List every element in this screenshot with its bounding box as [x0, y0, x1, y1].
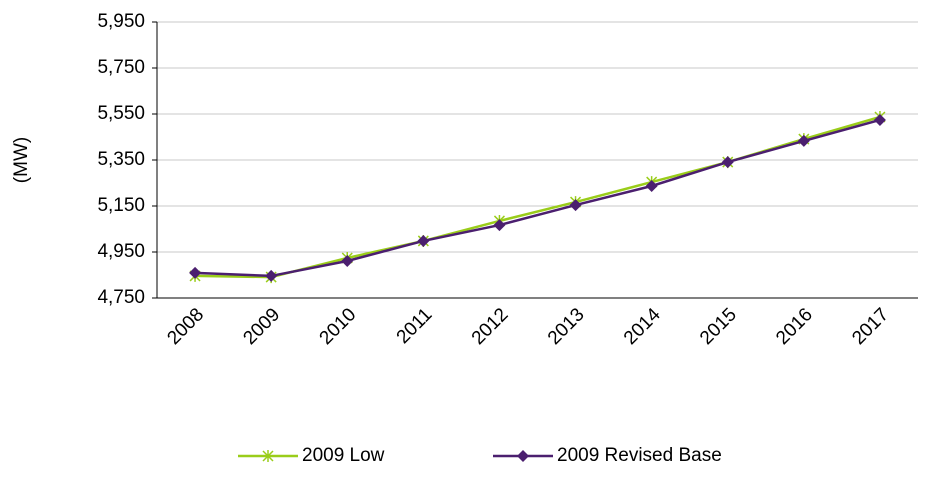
- legend-label: 2009 Revised Base: [557, 445, 722, 466]
- y-tick-label: 5,750: [97, 57, 145, 78]
- x-tick-label: 2010: [316, 304, 361, 349]
- x-tick-label: 2012: [468, 304, 513, 349]
- marker: [417, 234, 430, 247]
- legend-label: 2009 Low: [302, 445, 385, 466]
- x-tick-label: 2015: [696, 304, 741, 349]
- x-tick-label: 2017: [848, 304, 893, 349]
- y-axis-label: (MW): [11, 137, 32, 183]
- x-tick-label: 2008: [163, 304, 208, 349]
- x-tick-label: 2009: [239, 304, 284, 349]
- y-tick-label: 5,950: [97, 11, 145, 32]
- x-tick-label: 2013: [544, 304, 589, 349]
- series-line: [195, 115, 881, 279]
- marker: [873, 113, 886, 126]
- marker: [569, 199, 582, 212]
- y-tick-label: 4,750: [97, 287, 145, 308]
- series-line: [195, 118, 881, 278]
- marker: [493, 219, 506, 232]
- y-tick-label: 5,550: [97, 103, 145, 124]
- marker: [262, 450, 274, 462]
- marker: [189, 266, 202, 279]
- y-tick-label: 4,950: [97, 241, 145, 262]
- x-tick-label: 2016: [772, 304, 817, 349]
- marker: [797, 134, 810, 147]
- marker: [517, 450, 529, 462]
- x-tick-label: 2011: [393, 304, 437, 348]
- marker: [341, 254, 354, 267]
- marker: [265, 269, 278, 282]
- y-tick-label: 5,350: [97, 149, 145, 170]
- marker: [645, 179, 658, 192]
- x-tick-label: 2014: [620, 304, 665, 349]
- marker: [721, 156, 734, 169]
- y-tick-label: 5,150: [97, 195, 145, 216]
